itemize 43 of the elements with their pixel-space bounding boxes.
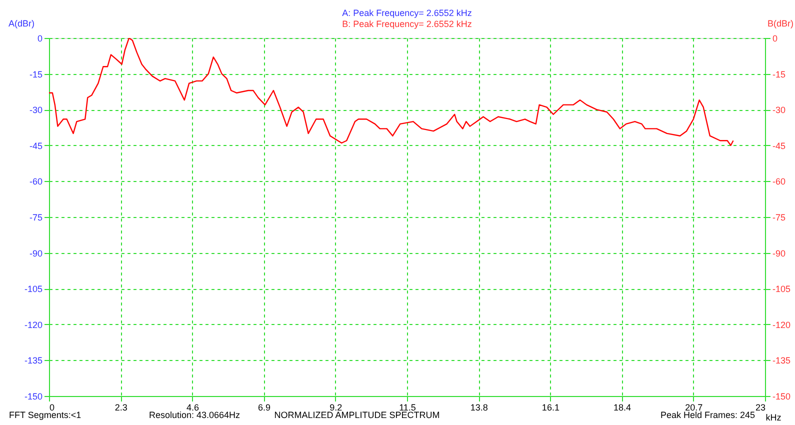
line-series [49, 38, 734, 146]
y-tick-label: -15 [29, 69, 42, 80]
text: Peak Held Frames: 245 [660, 410, 755, 420]
y-tick-label: 0 [37, 34, 42, 44]
text: Resolution: 43.0664Hz [149, 410, 241, 420]
y-tick-label: -105 [24, 284, 42, 294]
y2-tick-label: -15 [772, 69, 786, 80]
x-tick-label: 4.6 [186, 402, 199, 412]
y2-tick-label: -30 [772, 105, 786, 116]
y-tick-label: -150 [24, 392, 42, 402]
y2-axis-title: B(dBr) [767, 18, 794, 28]
x-tick-label: 9.2 [330, 402, 342, 412]
x-tick-label: 11.5 [399, 402, 416, 412]
x-tick-label: 6.9 [258, 402, 271, 412]
x-axis-title: kHz [766, 412, 782, 422]
text: FFT Segments:<1 [9, 410, 82, 420]
y2-tick-label: -135 [772, 356, 791, 366]
y-tick-label: -30 [29, 105, 42, 116]
x-tick-label: 0 [50, 402, 55, 412]
x-tick-label: 2.3 [114, 402, 128, 412]
y2-tick-label: -75 [772, 212, 786, 222]
y2-tick-label: 0 [772, 34, 778, 44]
x-tick-label: 20.7 [685, 402, 703, 412]
chart-title: A: Peak Frequency= 2.6552 kHz [342, 8, 472, 18]
y2-tick-label: -90 [772, 248, 786, 258]
y-tick-label: -135 [24, 356, 42, 366]
y2-tick-label: -105 [772, 284, 791, 294]
y-tick-label: -45 [29, 140, 42, 151]
x-tick-label: 18.4 [614, 402, 632, 412]
x-tick-label: 13.8 [470, 402, 488, 412]
y2-tick-label: -60 [772, 176, 786, 187]
y-tick-label: -120 [24, 320, 42, 330]
y2-tick-label: -150 [772, 392, 791, 402]
y2-tick-label: -45 [772, 140, 786, 151]
x-tick-label: 23 [755, 402, 766, 412]
y-tick-label: -90 [29, 248, 42, 258]
y-tick-label: -60 [29, 176, 42, 187]
y-tick-label: -75 [29, 212, 42, 222]
chart-subtitle: B: Peak Frequency= 2.6552 kHz [342, 19, 472, 29]
y-axis-title: A(dBr) [8, 18, 35, 28]
x-tick-label: 16.1 [542, 402, 560, 412]
text: NORMALIZED AMPLITUDE SPECTRUM [274, 410, 440, 420]
y2-tick-label: -120 [772, 320, 791, 330]
